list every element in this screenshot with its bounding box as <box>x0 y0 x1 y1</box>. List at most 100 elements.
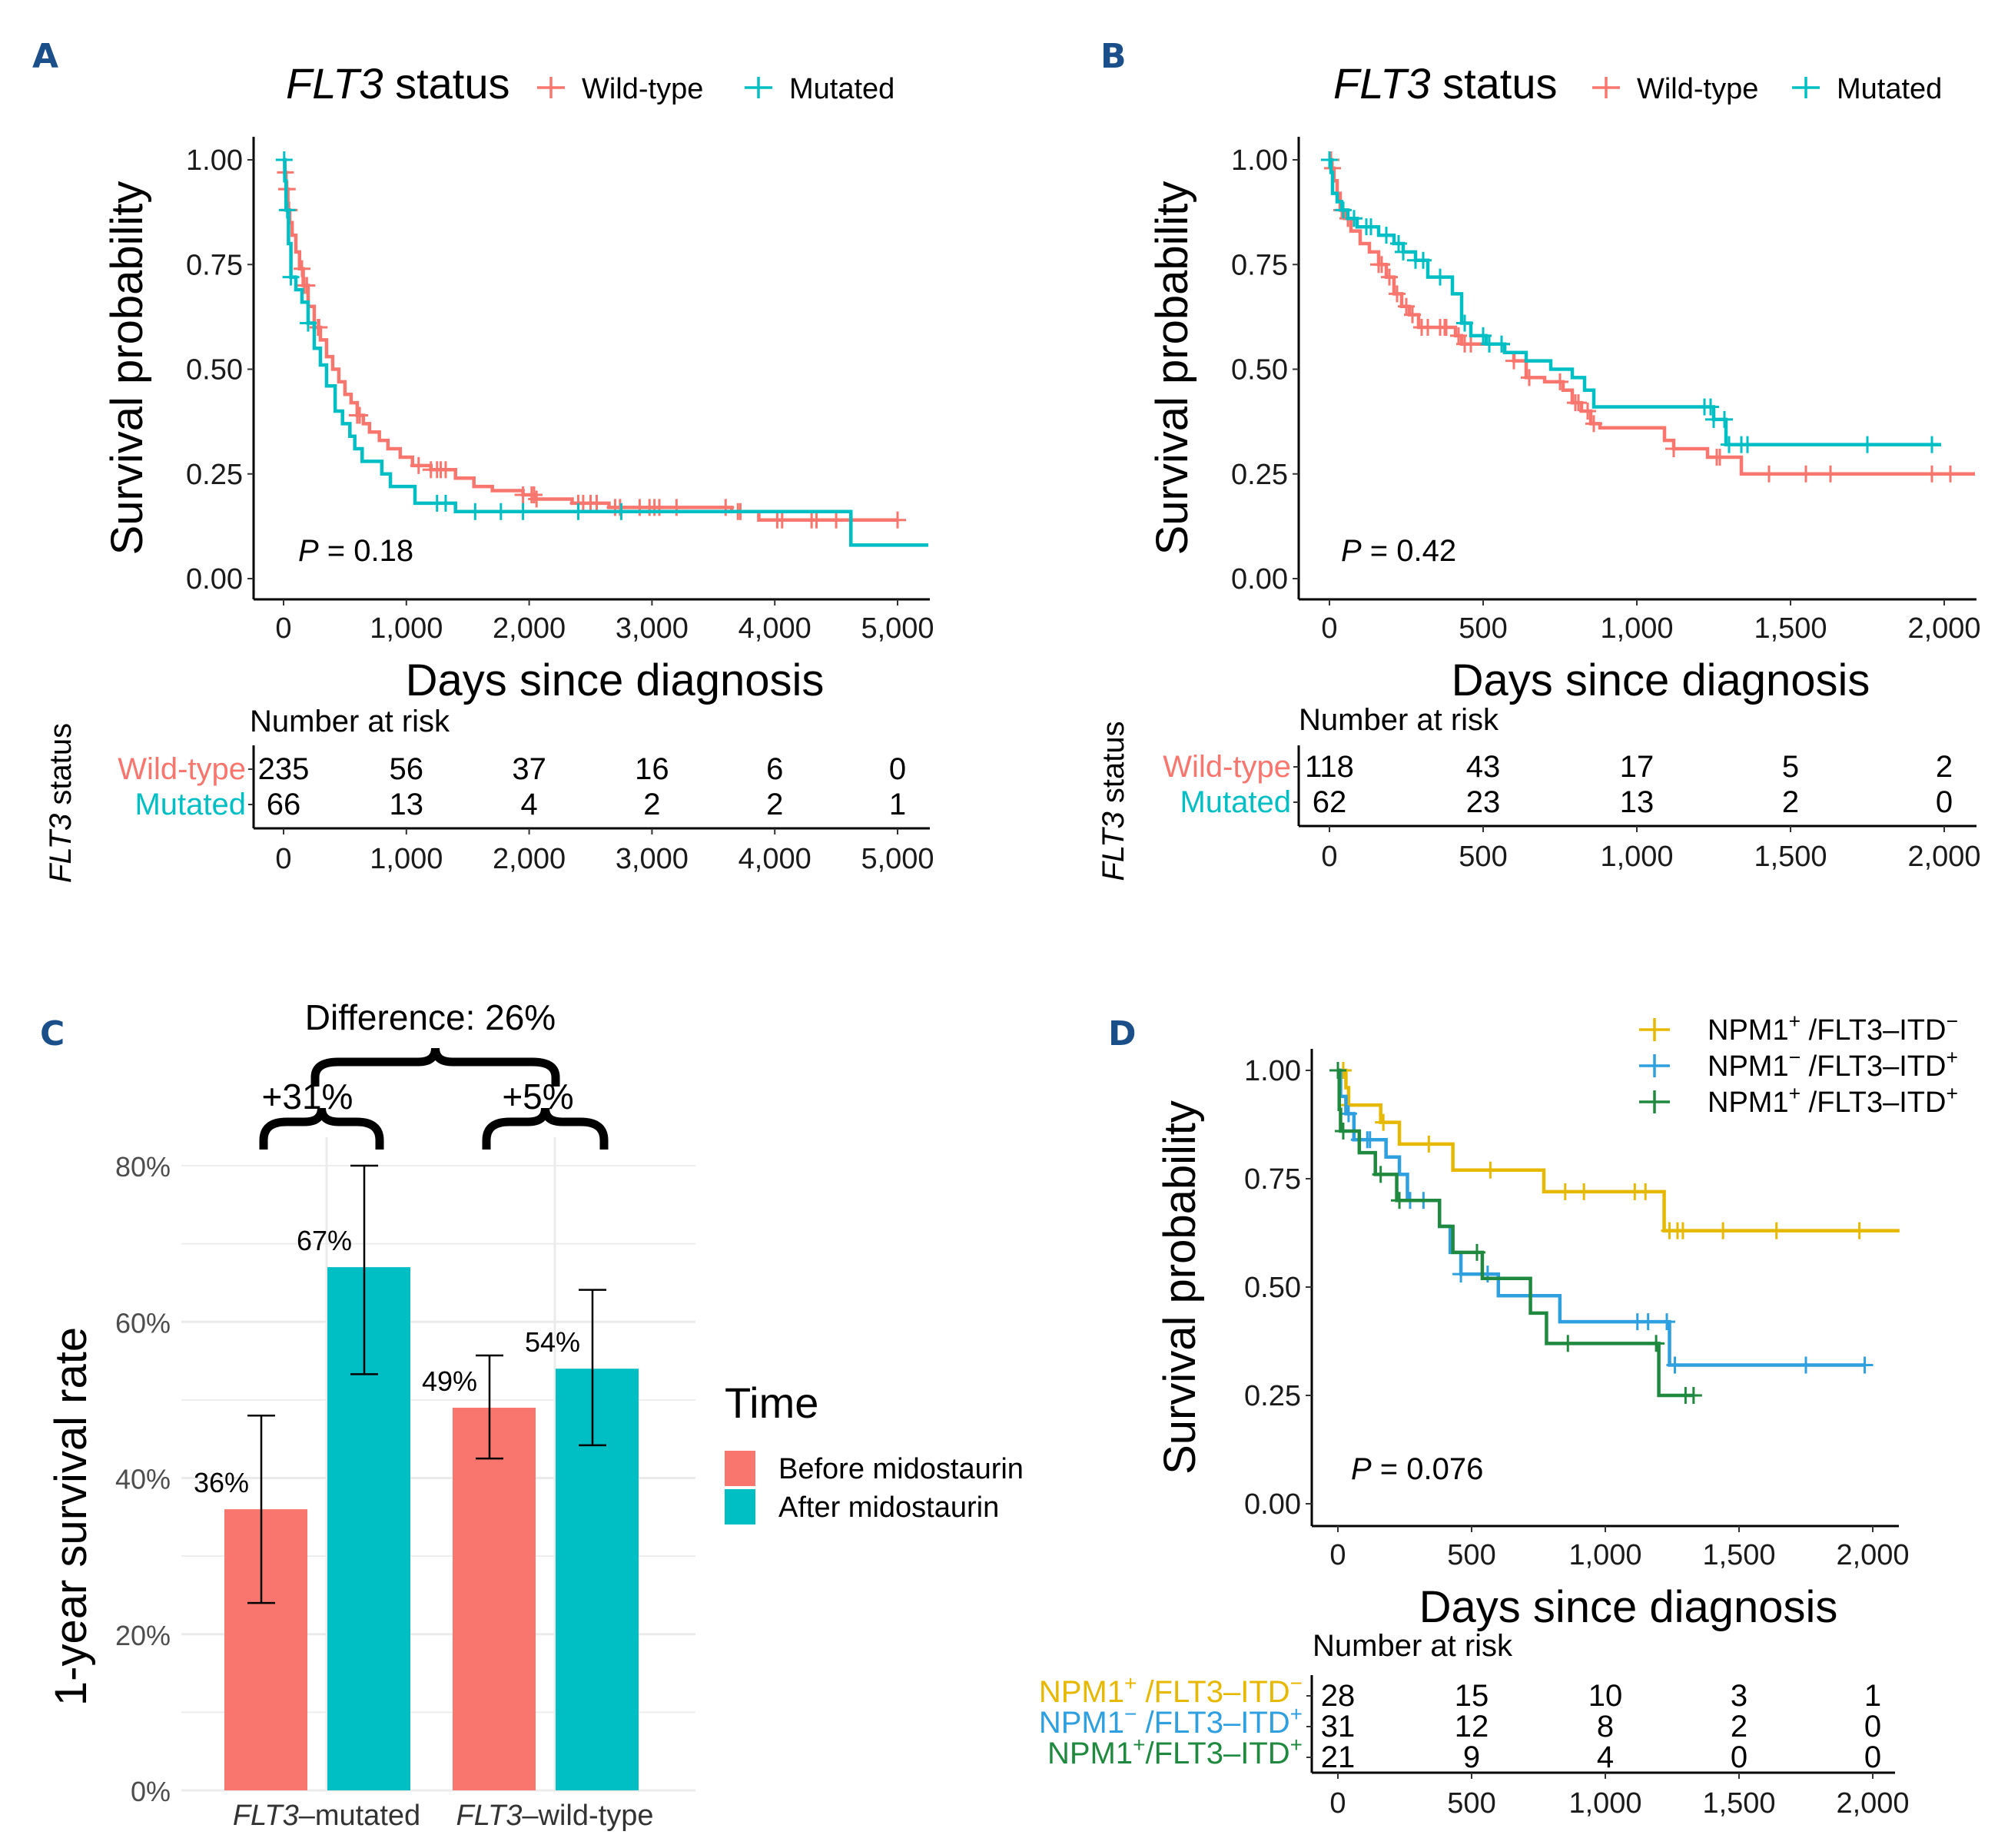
bar <box>327 1267 410 1790</box>
x-tick-label: 500 <box>1447 1539 1495 1571</box>
y-tick-label: 1.00 <box>1244 1055 1301 1087</box>
risk-row-label: Mutated <box>134 788 246 821</box>
y-tick-label: 0.00 <box>1244 1488 1301 1521</box>
legend-title: Time <box>725 1379 818 1427</box>
x-tick-label: 2,000 <box>1907 612 1980 645</box>
label-base: NPM1 <box>1708 1087 1789 1119</box>
risk-x-tick-label: 1,000 <box>1568 1787 1641 1820</box>
y-axis-title: 1-year survival rate <box>46 1327 96 1706</box>
y-tick-label: 60% <box>115 1307 171 1339</box>
risk-x-tick-label: 2,000 <box>1836 1787 1909 1820</box>
risk-count: 37 <box>512 752 546 786</box>
km-curve <box>1329 158 1941 446</box>
x-tick-label: 1,500 <box>1754 612 1827 645</box>
risk-count: 0 <box>1731 1740 1747 1774</box>
risk-count: 17 <box>1620 750 1655 784</box>
legend-item-label: After midostaurin <box>778 1491 999 1524</box>
risk-row-label: NPM1− /FLT3–ITD+ <box>1039 1702 1303 1740</box>
x-axis-title: Days since diagnosis <box>1452 655 1870 705</box>
risk-count: 2 <box>1936 750 1953 784</box>
x-tick-label: 4,000 <box>738 612 811 645</box>
x-category-label: FLT3–mutated <box>233 1800 420 1832</box>
risk-row-label: NPM1+/FLT3–ITD+ <box>1047 1733 1303 1771</box>
risk-count: 12 <box>1455 1710 1489 1743</box>
y-axis-title: Survival probability <box>102 181 152 556</box>
y-tick-label: 0.25 <box>1244 1380 1301 1412</box>
legend-key-swatch <box>725 1489 755 1525</box>
x-tick-label: 1,500 <box>1702 1539 1775 1571</box>
y-tick-label: 40% <box>115 1464 171 1495</box>
legend-item-label: NPM1− /FLT3–ITD+ <box>1708 1046 1958 1083</box>
category-rest: –mutated <box>299 1800 420 1832</box>
risk-x-tick-label: 4,000 <box>738 843 811 875</box>
annotation-plus-5: +5% <box>502 1077 573 1116</box>
risk-x-tick-label: 2,000 <box>1907 841 1980 873</box>
risk-count: 0 <box>889 752 906 786</box>
panel-label-b: B <box>1100 37 1127 76</box>
risk-count: 62 <box>1313 785 1347 819</box>
km-series-0 <box>277 158 906 529</box>
risk-count: 1 <box>889 788 906 821</box>
side-label-italic: FLT3 <box>44 814 78 883</box>
x-tick-label: 2,000 <box>493 612 566 645</box>
label-mid: /FLT3–ITD <box>1137 1675 1289 1709</box>
legend-item-label: NPM1+ /FLT3–ITD+ <box>1708 1082 1958 1119</box>
x-tick-label: 0 <box>1321 612 1337 645</box>
risk-count: 9 <box>1463 1740 1480 1774</box>
category-italic: FLT3 <box>233 1800 299 1832</box>
label-base: NPM1 <box>1708 1014 1789 1047</box>
bar-data-label: 49% <box>422 1365 477 1397</box>
label-base: NPM1 <box>1039 1675 1124 1709</box>
p-value-annotation: P = 0.42 <box>1341 534 1456 568</box>
label-sup: + <box>1124 1671 1137 1695</box>
km-series-1 <box>275 151 928 547</box>
legend-title-rest: status <box>383 59 510 108</box>
risk-count: 56 <box>390 752 424 786</box>
risk-x-tick-label: 0 <box>275 843 291 875</box>
annotation-plus-31: +31% <box>262 1077 353 1116</box>
p-value: = 0.42 <box>1362 534 1456 568</box>
risk-count: 66 <box>267 788 301 821</box>
risk-x-tick-label: 5,000 <box>861 843 934 875</box>
label-sup: − <box>1124 1702 1137 1726</box>
legend-title-italic: FLT3 <box>1333 59 1431 108</box>
risk-table-side-label: FLT3 status <box>1097 721 1130 881</box>
bar-data-label: 36% <box>194 1467 249 1498</box>
category-italic: FLT3 <box>456 1800 523 1832</box>
y-tick-label: 20% <box>115 1620 171 1651</box>
legend-item-label: Before midostaurin <box>778 1453 1024 1485</box>
y-tick-label: 0.75 <box>186 249 243 281</box>
risk-x-tick-label: 500 <box>1459 841 1507 873</box>
risk-table-title: Number at risk <box>250 705 450 738</box>
risk-row-label: Wild-type <box>118 752 246 786</box>
risk-count: 13 <box>390 788 424 821</box>
y-tick-label: 1.00 <box>186 144 243 177</box>
p-value: = 0.18 <box>319 534 413 568</box>
label-sup: − <box>1290 1671 1303 1695</box>
risk-count: 8 <box>1597 1710 1614 1743</box>
x-tick-label: 2,000 <box>1836 1539 1909 1571</box>
legend-item-label: Wild-type <box>582 73 703 105</box>
label-sup: + <box>1946 1082 1958 1105</box>
y-axis-title: Survival probability <box>1147 181 1197 556</box>
risk-count: 28 <box>1321 1679 1356 1713</box>
km-curve <box>283 158 898 522</box>
risk-count: 43 <box>1466 750 1501 784</box>
risk-count: 10 <box>1588 1679 1623 1713</box>
p-label: P <box>1341 534 1362 568</box>
p-value-annotation: P = 0.076 <box>1351 1452 1483 1486</box>
risk-x-tick-label: 1,000 <box>1600 841 1673 873</box>
label-base: NPM1 <box>1708 1050 1789 1083</box>
y-tick-label: 0.25 <box>1231 459 1288 491</box>
x-tick-label: 5,000 <box>861 612 934 645</box>
label-sup: + <box>1789 1082 1801 1105</box>
side-label-italic: FLT3 <box>1097 811 1130 881</box>
risk-x-tick-label: 0 <box>1321 841 1337 873</box>
panel-label-d: D <box>1108 1014 1137 1053</box>
risk-count: 1 <box>1864 1679 1881 1713</box>
panel-b-km-plot: FLT3 status Wild-type Mutated0.000.250.500… <box>1097 59 1981 881</box>
category-rest: –wild-type <box>522 1800 653 1832</box>
risk-count: 2 <box>643 788 660 821</box>
risk-row-label: Wild-type <box>1163 750 1291 784</box>
risk-count: 0 <box>1936 785 1953 819</box>
